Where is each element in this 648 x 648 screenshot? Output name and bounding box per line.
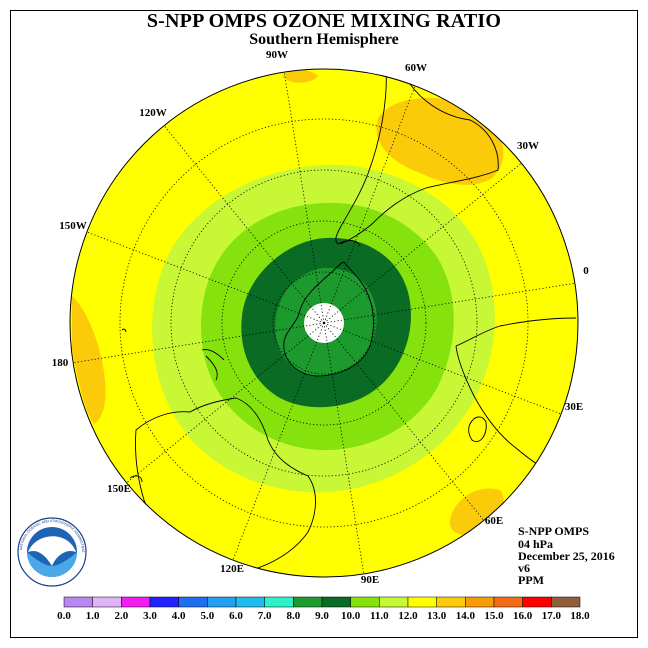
latitude-circle-4 [119, 118, 529, 528]
logo-bird [28, 536, 76, 566]
coast-new-zealand [201, 349, 225, 381]
lon-label-6: 90E [361, 574, 379, 586]
coast-island-2 [121, 328, 127, 333]
colorbar-label-18: 18.0 [570, 610, 590, 622]
coast-africa-south [455, 317, 577, 347]
lon-label-0: 90W [266, 49, 288, 61]
colorbar-label-15: 15.0 [484, 610, 504, 622]
lon-label-8: 150E [107, 483, 131, 495]
coast-south-america-east [339, 83, 499, 245]
graticule [73, 72, 575, 574]
colorbar-label-14: 14.0 [456, 610, 476, 622]
meridian-line-10 [73, 322, 325, 364]
colorbar-label-17: 17.0 [542, 610, 562, 622]
meridian-line-3 [323, 162, 522, 324]
meridian-line-8 [232, 322, 325, 561]
colorbar-label-4: 4.0 [172, 610, 186, 622]
colorbar-label-2: 2.0 [114, 610, 128, 622]
lon-label-1: 60W [405, 62, 427, 74]
meridian-line-7 [323, 322, 365, 574]
longitude-labels: 90W 60W 30W 0 30E 60E 90E 120E 150E 180 150W 120W [52, 49, 590, 586]
lon-label-5: 60E [485, 515, 503, 527]
coast-antarctica [283, 261, 374, 377]
lon-label-7: 120E [220, 563, 244, 575]
colorbar-swatch-5 [207, 596, 237, 608]
lon-label-3: 0 [583, 265, 589, 277]
coast-south-america-west [335, 69, 387, 245]
colorbar-swatch-14 [465, 596, 495, 608]
latitude-circle-2 [221, 220, 427, 426]
colorbar-swatch-3 [149, 596, 179, 608]
meridian-line-12 [163, 125, 325, 324]
colorbar-swatch-6 [235, 596, 265, 608]
colorbar-swatch-2 [121, 596, 151, 608]
page-title: S-NPP OMPS OZONE MIXING RATIO [146, 10, 502, 32]
info-date: December 25, 2016 [518, 549, 615, 563]
ozone-field [70, 69, 578, 577]
logo-wave [27, 552, 77, 577]
colorbar-swatch-1 [92, 596, 122, 608]
lon-label-9: 180 [52, 357, 69, 369]
meridian-line-5 [323, 322, 562, 415]
meridian-line-9 [126, 322, 325, 484]
info-units: PPM [518, 573, 544, 587]
colorbar-swatch-7 [264, 596, 294, 608]
orange-patch-top [282, 70, 318, 83]
lon-label-4: 30E [565, 401, 583, 413]
colorbar-swatch-4 [178, 596, 208, 608]
colorbar-swatch-16 [522, 596, 552, 608]
colorbar-label-10: 10.0 [341, 610, 361, 622]
meridian-line-6 [323, 322, 485, 521]
colorbar-label-6: 6.0 [229, 610, 243, 622]
map-border [69, 68, 579, 578]
plot-frame [10, 10, 638, 638]
colorbar: 0.0 1.0 2.0 3.0 4.0 5.0 6.0 7.0 8.0 9.0 10.0 11.0 12… [57, 596, 590, 622]
colorbar-label-16: 16.0 [513, 610, 533, 622]
logo-ring-text: NATIONAL OCEANIC AND ATMOSPHERIC ADMINIS… [0, 0, 85, 554]
coast-madagascar [468, 416, 487, 442]
info-instrument: S-NPP OMPS [518, 524, 589, 538]
coast-tierra-del-fuego [337, 240, 361, 247]
orange-patch-southatlantic [376, 97, 504, 185]
colorbar-label-3: 3.0 [143, 610, 157, 622]
lon-label-11: 120W [139, 107, 167, 119]
colorbar-label-11: 11.0 [370, 610, 389, 622]
info-level: 04 hPa [518, 537, 554, 551]
colorbar-label-13: 13.0 [427, 610, 447, 622]
colorbar-swatch-9 [321, 596, 351, 608]
colorbar-swatch-13 [436, 596, 466, 608]
colorbar-swatch-17 [551, 596, 581, 608]
logo-text: NOAA [39, 540, 66, 550]
lon-label-2: 30W [517, 140, 539, 152]
colorbar-swatch-11 [379, 596, 409, 608]
latitude-circle-1 [272, 271, 376, 375]
meridian-line-1 [283, 72, 325, 324]
colorbar-label-0: 0.0 [57, 610, 71, 622]
colorbar-swatch-8 [293, 596, 323, 608]
info-version: v6 [518, 561, 530, 575]
colorbar-swatch-0 [63, 596, 93, 608]
colorbar-swatch-15 [493, 596, 523, 608]
colorbar-label-8: 8.0 [286, 610, 300, 622]
colorbar-label-7: 7.0 [258, 610, 272, 622]
colorbar-swatch-10 [350, 596, 380, 608]
colorbar-label-12: 12.0 [398, 610, 418, 622]
meridian-line-11 [86, 231, 325, 324]
latitude-circle-3 [170, 169, 478, 477]
meridian-line-4 [323, 282, 575, 324]
meridian-line-2 [323, 85, 416, 324]
colorbar-label-1: 1.0 [86, 610, 100, 622]
colorbar-label-9: 9.0 [315, 610, 329, 622]
coast-island-1 [129, 475, 143, 483]
colorbar-label-5: 5.0 [200, 610, 214, 622]
lon-label-10: 150W [59, 220, 87, 232]
page-subtitle: Southern Hemisphere [249, 31, 399, 48]
colorbar-swatch-12 [407, 596, 437, 608]
